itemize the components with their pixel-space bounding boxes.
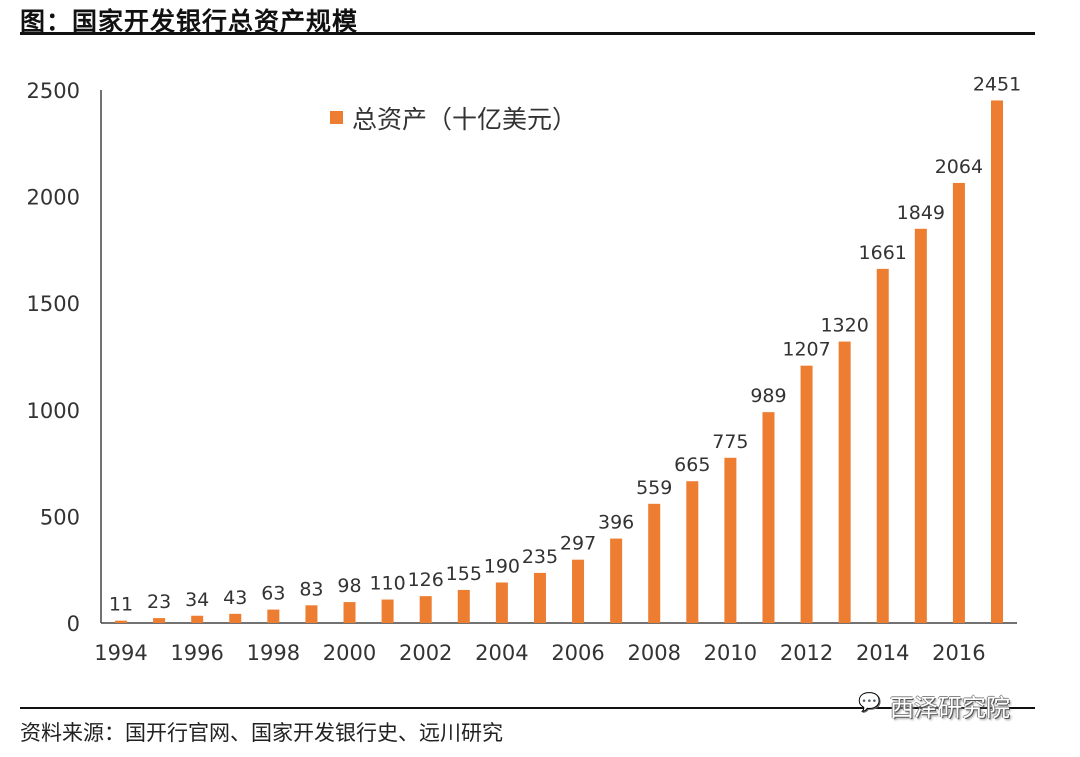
bottom-rule xyxy=(20,707,1035,709)
data-label-2002: 126 xyxy=(408,569,444,591)
x-tick-label: 2014 xyxy=(856,641,909,665)
x-tick-label: 2008 xyxy=(627,641,680,665)
x-tick-label: 1996 xyxy=(170,641,223,665)
legend-label: 总资产（十亿美元） xyxy=(352,105,577,134)
bar-1996 xyxy=(191,615,204,623)
chart: 0 500 1000 1500 2000 2500 1994 1996 1998 2000 200… xyxy=(27,73,1022,665)
data-label-1999: 83 xyxy=(299,578,323,600)
data-label-2000: 98 xyxy=(337,575,361,597)
data-label-2011: 989 xyxy=(750,385,786,407)
x-tick-label: 2010 xyxy=(704,641,757,665)
wechat-icon: 💬 xyxy=(858,692,881,713)
bar-2009 xyxy=(686,481,699,623)
bar-1998 xyxy=(267,609,280,623)
x-tick-label: 2002 xyxy=(399,641,452,665)
data-label-2012: 1207 xyxy=(782,339,830,361)
bar-2007 xyxy=(610,538,623,623)
bar-1994 xyxy=(115,620,127,623)
x-tick-label: 2006 xyxy=(551,641,604,665)
data-label-2010: 775 xyxy=(712,431,748,453)
data-label-2008: 559 xyxy=(636,477,672,499)
data-label-1997: 43 xyxy=(223,587,247,609)
y-tick-label: 1500 xyxy=(27,292,80,316)
data-label-2005: 235 xyxy=(522,546,558,568)
y-tick-label: 2500 xyxy=(27,79,80,103)
data-label-1994: 11 xyxy=(109,594,133,616)
data-label-2015: 1849 xyxy=(897,202,945,224)
y-tick-label: 1000 xyxy=(27,399,80,423)
bar-2016 xyxy=(952,182,965,623)
figure-title: 图：国家开发银行总资产规模 xyxy=(20,7,359,36)
bar-1997 xyxy=(229,613,242,623)
bar-2011 xyxy=(762,412,775,623)
bar-2017 xyxy=(991,100,1003,624)
bar-1999 xyxy=(305,605,318,623)
y-tick-label: 0 xyxy=(67,612,80,636)
y-tick-label: 500 xyxy=(40,505,80,529)
legend-swatch xyxy=(330,111,343,124)
x-tick-label: 1994 xyxy=(94,641,147,665)
bar-2013 xyxy=(838,341,851,623)
top-rule xyxy=(20,32,1035,35)
bar-2003 xyxy=(457,589,470,623)
watermark: 💬 西泽研究院 xyxy=(858,688,1010,723)
x-tick-label: 2016 xyxy=(932,641,985,665)
data-label-2013: 1320 xyxy=(820,315,868,337)
x-tick-label: 2000 xyxy=(323,641,376,665)
bar-2001 xyxy=(381,599,394,623)
bar-2012 xyxy=(800,365,813,623)
bar-2010 xyxy=(724,457,737,623)
data-label-2014: 1661 xyxy=(859,242,907,264)
x-tick-label: 1998 xyxy=(247,641,300,665)
data-label-1996: 34 xyxy=(185,589,209,611)
data-label-2004: 190 xyxy=(484,555,520,577)
data-label-2016: 2064 xyxy=(935,156,983,178)
x-tick-label: 2004 xyxy=(475,641,528,665)
data-label-2001: 110 xyxy=(369,573,405,595)
y-tick-label: 2000 xyxy=(27,186,80,210)
bar-2014 xyxy=(876,268,889,623)
data-label-2009: 665 xyxy=(674,454,710,476)
bar-2005 xyxy=(533,572,546,623)
data-label-2006: 297 xyxy=(560,533,596,555)
bar-2006 xyxy=(572,559,585,623)
bar-2015 xyxy=(914,228,927,623)
watermark-text: 西泽研究院 xyxy=(890,694,1010,722)
data-label-1998: 63 xyxy=(261,583,285,605)
source-note: 资料来源：国开行官网、国家开发银行史、远川研究 xyxy=(20,721,503,745)
data-label-2007: 396 xyxy=(598,512,634,534)
bar-1995 xyxy=(153,618,166,623)
bar-2000 xyxy=(343,602,356,623)
x-tick-label: 2012 xyxy=(780,641,833,665)
data-label-2003: 155 xyxy=(446,563,482,585)
bar-2004 xyxy=(495,582,508,623)
bar-2002 xyxy=(419,596,432,623)
data-label-1995: 23 xyxy=(147,591,171,613)
bar-2008 xyxy=(648,503,661,623)
data-label-2017: 2451 xyxy=(973,73,1021,95)
